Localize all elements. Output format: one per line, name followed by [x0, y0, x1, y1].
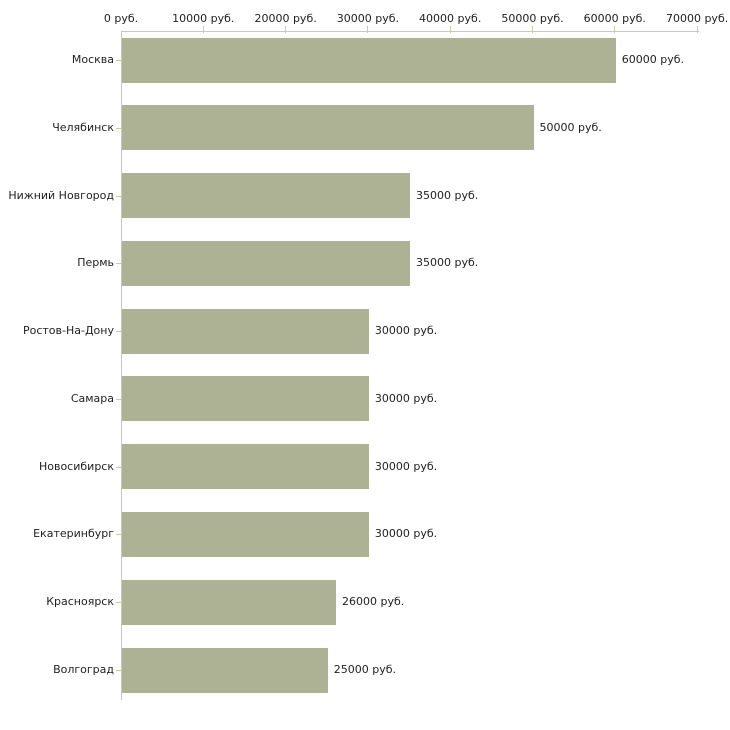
bar: [122, 444, 369, 490]
x-axis-tick: [367, 26, 369, 33]
value-label: 35000 руб.: [416, 256, 479, 270]
x-axis-tick: [449, 26, 451, 33]
value-label: 30000 руб.: [374, 459, 438, 473]
bar: [122, 579, 336, 625]
x-axis-tick-label: 30000 руб.: [336, 12, 400, 25]
bar: [122, 105, 534, 151]
y-axis-tick: [116, 398, 121, 400]
category-label: Москва: [71, 53, 114, 66]
x-axis-tick-label: 40000 руб.: [419, 12, 482, 25]
x-axis-tick-label: 50000 руб.: [501, 12, 564, 25]
y-axis-line: [121, 31, 122, 700]
bar: [122, 511, 369, 557]
y-axis-tick: [116, 602, 121, 604]
category-label: Ростов-На-Дону: [22, 324, 114, 338]
y-axis-tick: [116, 195, 121, 197]
x-axis-tick: [614, 26, 616, 33]
category-label: Волгоград: [53, 663, 114, 677]
value-label: 30000 руб.: [374, 324, 438, 338]
category-label: Нижний Новгород: [8, 188, 114, 202]
x-axis-tick: [202, 26, 204, 33]
x-axis-tick: [696, 26, 698, 33]
x-axis-tick: [285, 26, 287, 33]
y-axis-tick: [116, 466, 121, 468]
x-axis-tick-label: 0 руб.: [103, 12, 139, 25]
value-label: 50000 руб.: [539, 120, 602, 134]
y-axis-tick: [116, 534, 121, 536]
bar: [122, 647, 328, 693]
value-label: 26000 руб.: [341, 595, 405, 609]
value-label: 25000 руб.: [333, 663, 397, 677]
category-label: Самара: [70, 391, 114, 405]
bar: [122, 37, 616, 83]
y-axis-tick: [116, 60, 121, 61]
x-axis-tick-label: 60000 руб.: [583, 12, 646, 25]
x-axis-tick-label: 10000 руб.: [172, 12, 235, 25]
y-axis-tick: [116, 331, 121, 333]
x-axis-line: [121, 31, 699, 32]
y-axis-tick: [116, 670, 121, 672]
value-label: 35000 руб.: [416, 188, 479, 202]
bar: [122, 240, 411, 286]
category-label: Екатеринбург: [33, 527, 114, 541]
value-label: 30000 руб.: [374, 527, 438, 541]
bar: [122, 376, 369, 422]
bar: [122, 173, 411, 219]
category-label: Красноярск: [46, 595, 114, 609]
value-label: 60000 руб.: [621, 53, 685, 66]
x-axis-tick-label: 20000 руб.: [254, 12, 317, 25]
x-axis-tick-label: 70000 руб.: [665, 12, 729, 25]
y-axis-tick: [116, 263, 121, 265]
category-label: Челябинск: [52, 120, 114, 134]
category-label: Пермь: [77, 256, 114, 270]
category-label: Новосибирск: [38, 459, 114, 473]
bar: [122, 308, 369, 354]
value-label: 30000 руб.: [374, 391, 438, 405]
y-axis-tick: [116, 127, 121, 129]
x-axis-tick: [532, 26, 533, 33]
